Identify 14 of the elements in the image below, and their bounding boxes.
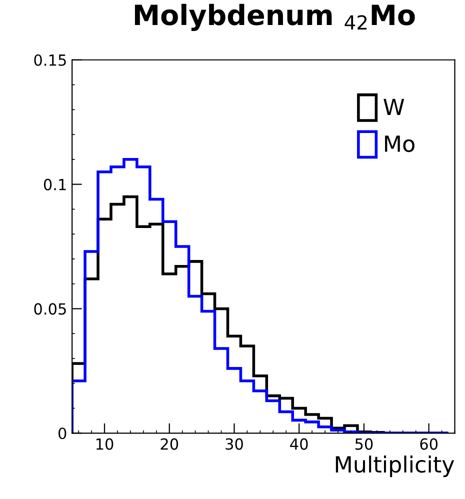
- chart-title: Molybdenum $_{42}$Mo: [134, 4, 415, 31]
- x-axis-title: Multiplicity: [336, 456, 454, 478]
- legend-label: W: [384, 98, 404, 116]
- legend-label: Mo: [385, 136, 414, 152]
- y-tick-label: 0.05: [34, 303, 66, 315]
- x-tick-label: 40: [290, 438, 308, 450]
- x-tick-label: 10: [96, 438, 114, 450]
- x-tick-label: 60: [420, 438, 438, 450]
- x-tick-label: 50: [355, 438, 373, 450]
- x-tick-label: 20: [160, 438, 178, 450]
- y-tick-label: 0.15: [34, 54, 66, 66]
- x-tick-label: 30: [226, 438, 243, 450]
- y-tick-label: 0: [58, 428, 66, 440]
- y-tick-label: 0.1: [44, 178, 66, 190]
